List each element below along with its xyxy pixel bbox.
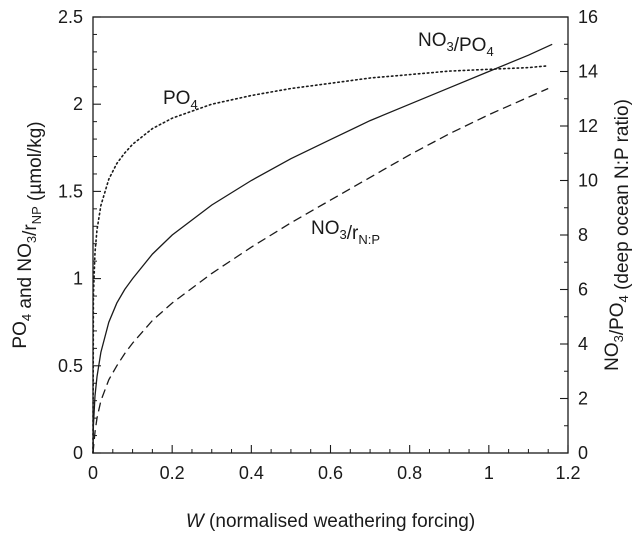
y-right-tick-label: 12 xyxy=(578,116,598,136)
x-tick-label: 1.2 xyxy=(555,463,580,483)
y-right-tick-label: 6 xyxy=(578,280,588,300)
x-tick-label: 0.8 xyxy=(397,463,422,483)
y-right-tick-label: 4 xyxy=(578,334,588,354)
x-tick-label: 0 xyxy=(88,463,98,483)
y-left-tick-label: 1.5 xyxy=(58,181,83,201)
y-right-tick-label: 16 xyxy=(578,7,598,27)
y-right-tick-label: 10 xyxy=(578,171,598,191)
y-right-tick-label: 14 xyxy=(578,62,598,82)
y-right-axis-title: NO3/PO4 (deep ocean N:P ratio) xyxy=(602,99,633,371)
no3-over-r-line-label: NO3/rN:P xyxy=(311,218,380,247)
y-left-tick-label: 0 xyxy=(73,443,83,463)
axes-frame xyxy=(92,16,569,454)
y-right-tick-label: 8 xyxy=(578,225,588,245)
x-axis-title: W (normalised weathering forcing) xyxy=(186,511,475,532)
y-left-tick-label: 1 xyxy=(73,269,83,289)
y-left-tick-label: 0.5 xyxy=(58,356,83,376)
po4-line xyxy=(92,65,549,454)
x-tick-label: 0.2 xyxy=(160,463,185,483)
x-tick-label: 0.4 xyxy=(239,463,264,483)
y-left-tick-label: 2 xyxy=(73,94,83,114)
no3-over-r-line xyxy=(92,87,549,454)
y-right-tick-label: 2 xyxy=(578,389,588,409)
y-left-axis-title: PO4 and NO3/rNP (µmol/kg) xyxy=(10,121,46,348)
no3-po4-ratio-line xyxy=(92,43,553,454)
po4-line-label: PO4 xyxy=(163,88,198,112)
y-left-tick-label: 2.5 xyxy=(58,7,83,27)
no3-po4-ratio-line-label: NO3/PO4 xyxy=(418,30,494,59)
y-right-tick-label: 0 xyxy=(578,443,588,463)
x-tick-label: 0.6 xyxy=(318,463,343,483)
series-lines xyxy=(92,43,553,454)
x-tick-label: 1 xyxy=(484,463,494,483)
labels: 0 0.2 0.4 0.6 0.8 1 1.200.511.522.502468101214… xyxy=(10,7,633,532)
